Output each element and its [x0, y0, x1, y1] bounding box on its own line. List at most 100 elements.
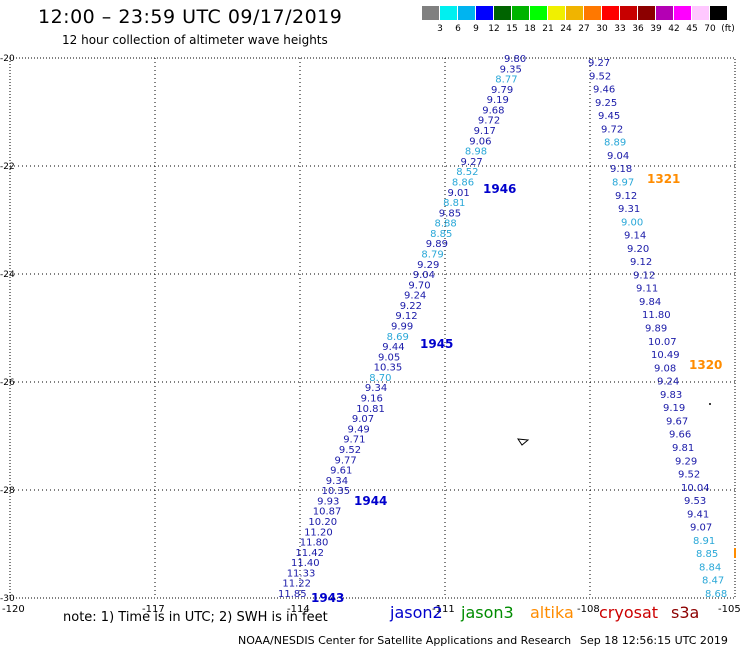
swh-value: 9.17 — [474, 126, 496, 137]
swh-value: 9.80 — [504, 54, 526, 65]
swh-value: 9.29 — [675, 456, 697, 467]
legend-swatch — [584, 6, 601, 20]
swh-value: 9.72 — [478, 116, 500, 127]
swh-value: 9.53 — [684, 496, 706, 507]
swh-value: 8.70 — [369, 373, 391, 384]
swh-value: 9.61 — [330, 466, 352, 477]
generation-timestamp: Sep 18 12:56:15 UTC 2019 — [580, 634, 728, 647]
swh-value: 9.35 — [500, 64, 522, 75]
swh-value: 9.24 — [657, 377, 679, 388]
legend-label: 24 — [560, 24, 572, 34]
island-dot — [709, 403, 711, 405]
swh-value: 8.97 — [612, 177, 634, 188]
swh-value: 8.79 — [421, 249, 443, 260]
swh-value: 11.80 — [642, 310, 671, 321]
legend-label: 15 — [506, 24, 518, 34]
swh-value: 9.19 — [487, 95, 509, 106]
page-subtitle: 12 hour collection of altimeter wave hei… — [62, 33, 328, 47]
legend-label: 70 — [704, 24, 716, 34]
swh-value: 9.66 — [669, 430, 691, 441]
swh-value: 9.20 — [627, 244, 649, 255]
swh-value: 9.52 — [678, 470, 700, 481]
swh-value: 9.67 — [666, 416, 688, 427]
satellite-cryosat: cryosat — [599, 603, 659, 622]
swh-value: 9.04 — [607, 151, 629, 162]
swh-value: 9.85 — [439, 208, 461, 219]
swh-value: 8.89 — [604, 138, 626, 149]
swh-value: 8.84 — [699, 562, 721, 573]
swh-value: 11.40 — [291, 558, 320, 569]
swh-value: 9.52 — [339, 445, 361, 456]
legend-swatch — [656, 6, 673, 20]
swh-value: 9.49 — [348, 424, 370, 435]
swh-value: 8.68 — [705, 589, 727, 600]
swh-value: 9.06 — [469, 136, 491, 147]
swh-value: 9.70 — [408, 280, 430, 291]
legend-label: 36 — [632, 24, 644, 34]
swh-value: 9.84 — [639, 297, 661, 308]
pass-id-label: 1320 — [689, 358, 722, 372]
swh-value: 9.89 — [645, 324, 667, 335]
pass-id-label: 1944 — [354, 494, 387, 508]
swh-value: 9.12 — [633, 270, 655, 281]
swh-value: 10.04 — [681, 483, 710, 494]
legend-swatch — [692, 6, 709, 20]
legend-label: 42 — [668, 24, 680, 34]
swh-value: 10.07 — [648, 337, 677, 348]
satellite-altika: altika — [530, 603, 574, 622]
swh-value: 9.77 — [335, 455, 357, 466]
map-frame — [9, 57, 736, 599]
swh-value: 10.87 — [313, 507, 342, 518]
swh-value: 9.52 — [589, 71, 611, 82]
swh-value: 8.69 — [387, 332, 409, 343]
legend-label: 6 — [455, 24, 461, 34]
swh-value: 9.07 — [690, 523, 712, 534]
swh-value: 8.86 — [452, 177, 474, 188]
legend-swatch — [440, 6, 457, 20]
legend-swatch — [422, 6, 439, 20]
legend-label: 45 — [686, 24, 698, 34]
swh-value: 9.04 — [413, 270, 435, 281]
legend-label: 18 — [524, 24, 536, 34]
swh-value: 9.14 — [624, 231, 646, 242]
legend-label: 27 — [578, 24, 590, 34]
island-marker — [516, 438, 530, 446]
swh-value: 9.00 — [621, 217, 643, 228]
swh-value: 11.80 — [300, 538, 329, 549]
credit-line: NOAA/NESDIS Center for Satellite Applica… — [238, 634, 572, 647]
legend-label: 33 — [614, 24, 626, 34]
swh-value: 9.07 — [352, 414, 374, 425]
pass-id-label: 1946 — [483, 182, 516, 196]
swh-value: 9.44 — [382, 342, 404, 353]
footer-note: note: 1) Time is in UTC; 2) SWH is in fe… — [63, 610, 328, 625]
swh-value: 9.41 — [687, 509, 709, 520]
legend-label: 3 — [437, 24, 443, 34]
swh-value: 9.08 — [654, 363, 676, 374]
swh-value: 8.85 — [696, 549, 718, 560]
swh-value: 10.81 — [356, 404, 385, 415]
lat-tick-label: -22 — [0, 162, 15, 172]
lat-tick-label: -24 — [0, 270, 15, 280]
swh-value: 9.11 — [636, 284, 658, 295]
lon-tick-label: -111 — [432, 604, 455, 615]
swh-value: 8.85 — [430, 229, 452, 240]
legend-swatch — [602, 6, 619, 20]
pass-id-label: 1943 — [311, 591, 344, 605]
legend-swatch — [638, 6, 655, 20]
legend-swatch — [512, 6, 529, 20]
swh-value: 11.33 — [287, 568, 316, 579]
swh-value: 9.68 — [482, 105, 504, 116]
swh-value: 9.18 — [610, 164, 632, 175]
swh-value: 8.77 — [495, 75, 517, 86]
legend-label: 12 — [488, 24, 500, 34]
swh-value: 11.22 — [282, 579, 311, 590]
swh-value: 8.81 — [443, 198, 465, 209]
swh-value: 9.46 — [593, 85, 615, 96]
swh-value: 9.71 — [343, 435, 365, 446]
lon-tick-label: -114 — [287, 604, 310, 615]
swh-value: 10.49 — [651, 350, 680, 361]
legend-swatch — [710, 6, 727, 20]
pass-id-label: 1945 — [420, 337, 453, 351]
swh-value: 9.01 — [448, 188, 470, 199]
